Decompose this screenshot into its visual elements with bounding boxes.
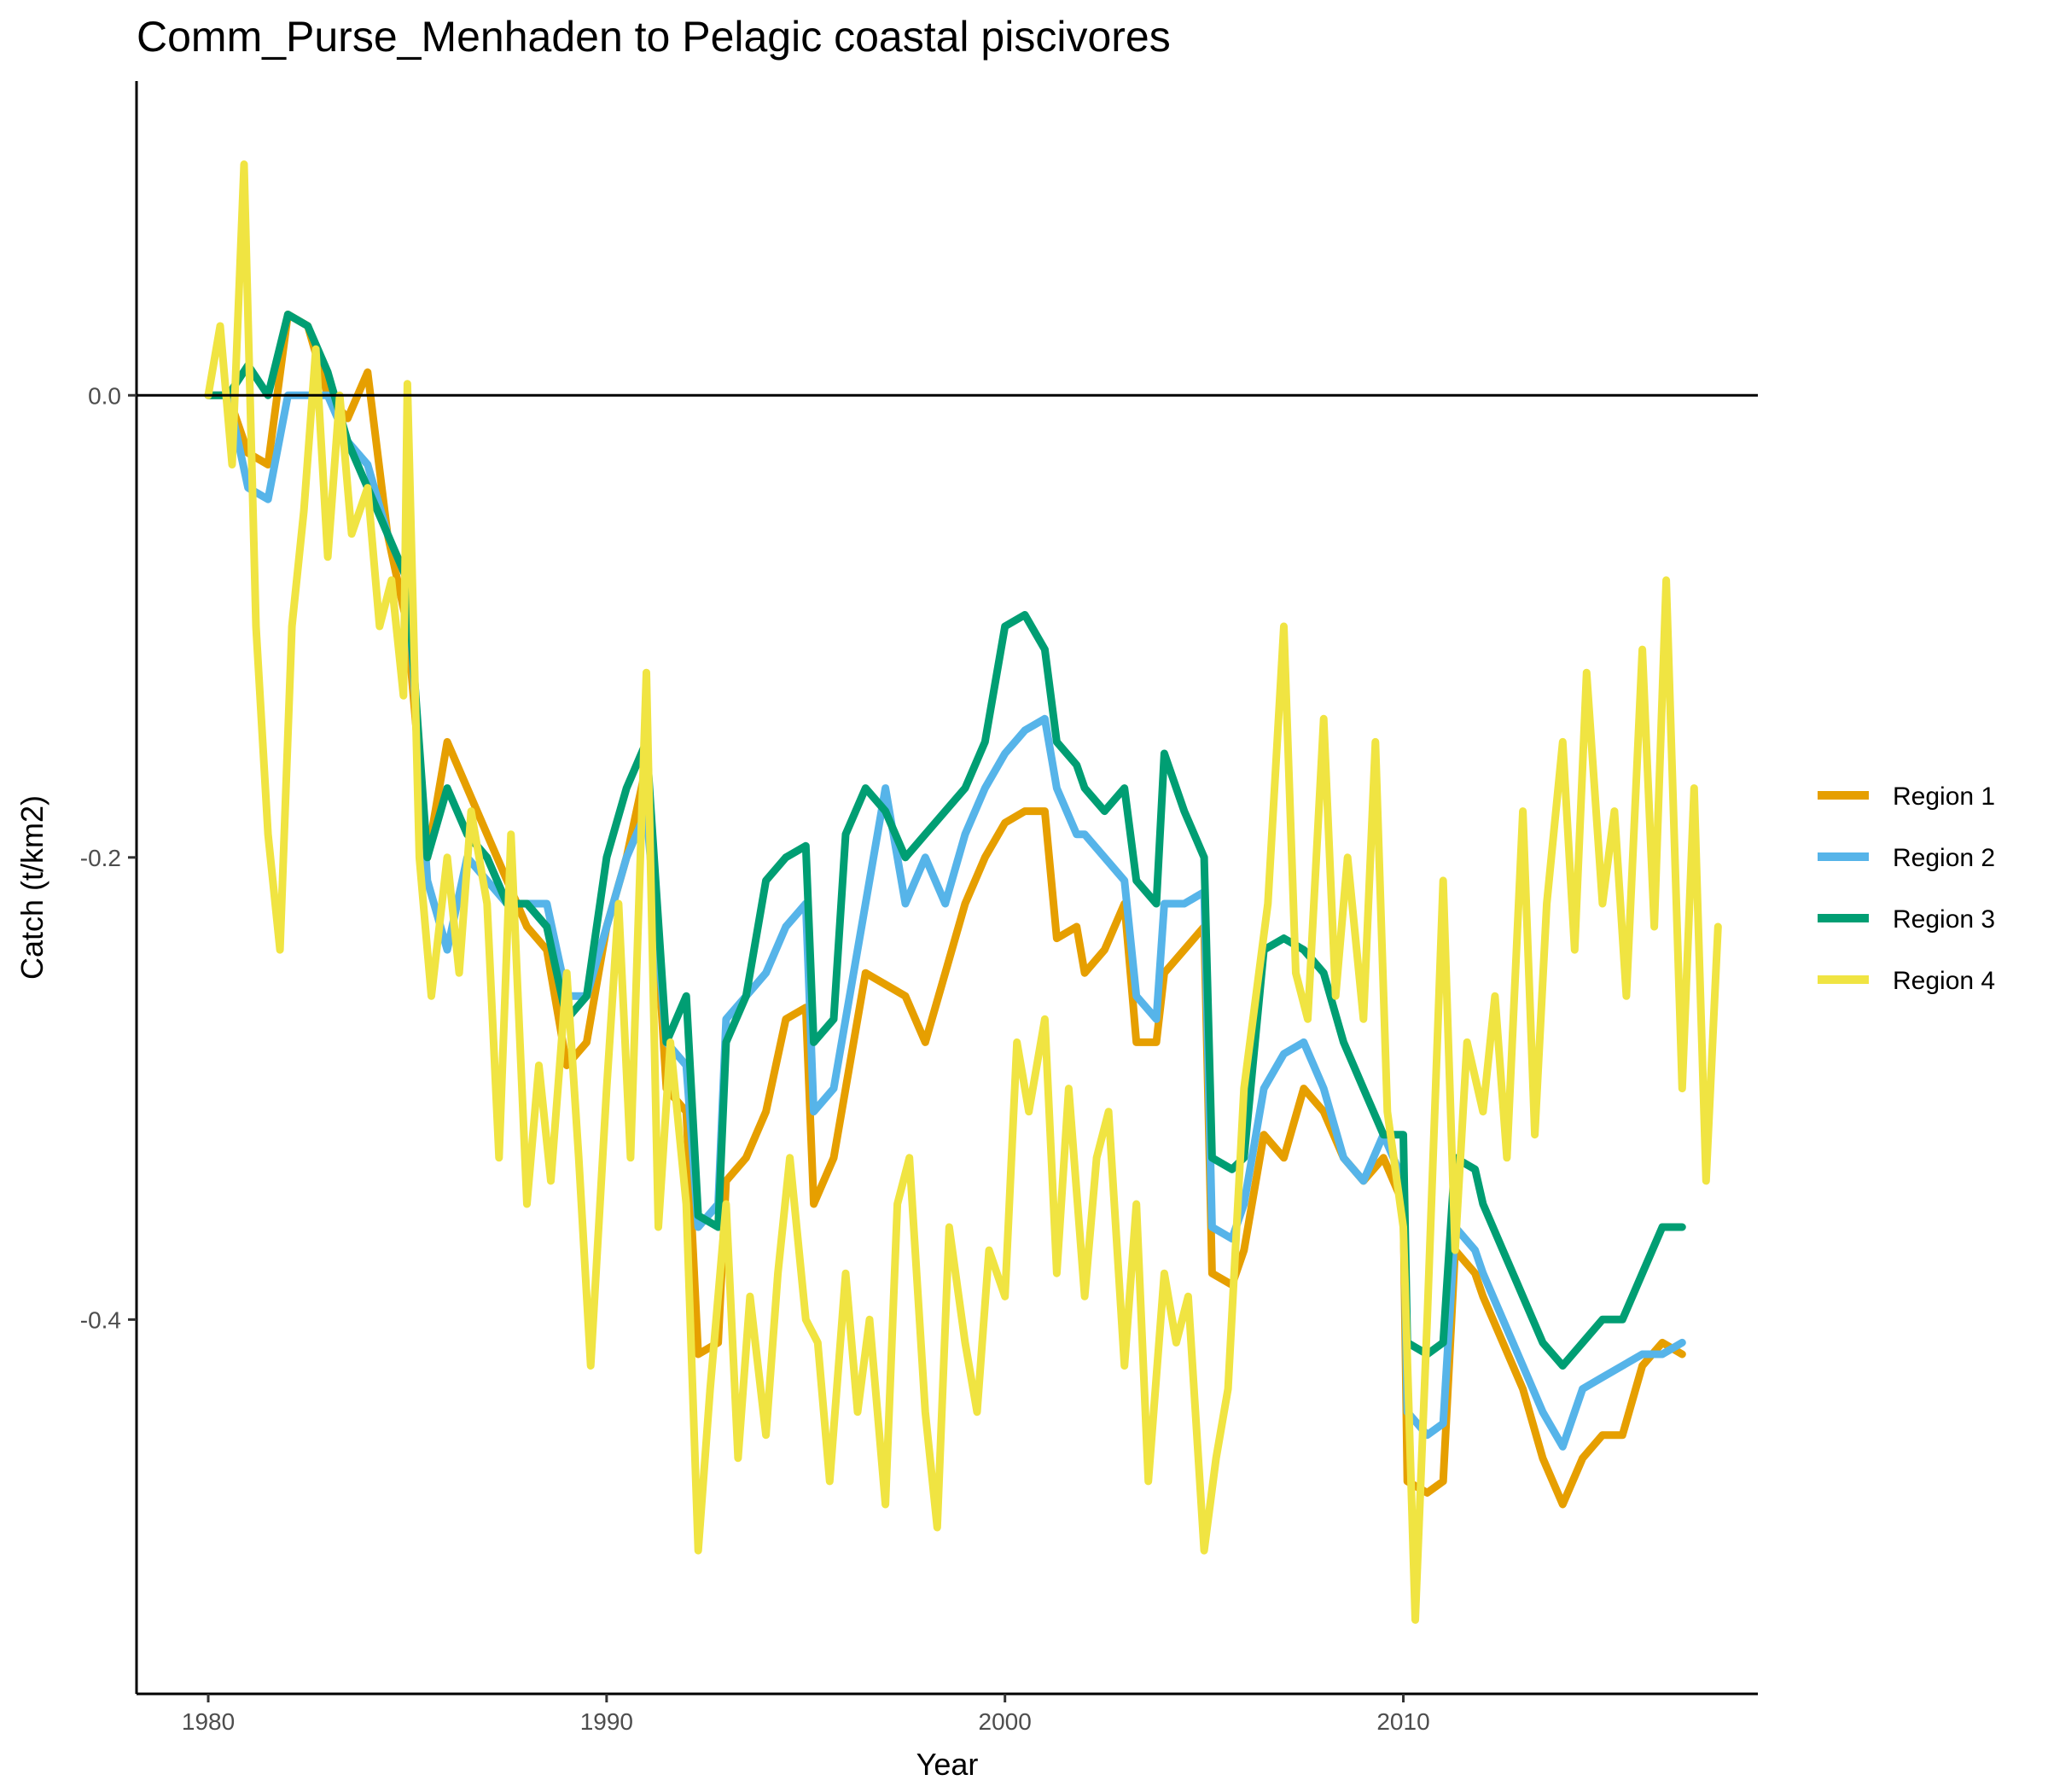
chart-title: Comm_Purse_Menhaden to Pelagic coastal p… — [137, 13, 1171, 61]
y-axis-title: Catch (t/km2) — [15, 795, 49, 980]
series-line-region-1 — [204, 311, 1686, 1509]
x-tick-label: 1990 — [580, 1708, 633, 1735]
legend-label-region-2: Region 2 — [1893, 844, 1995, 872]
y-tick-label: 0.0 — [88, 382, 121, 409]
x-axis-title: Year — [916, 1747, 979, 1782]
y-tick-label: -0.4 — [80, 1306, 121, 1333]
series-layer — [204, 160, 1722, 1624]
x-tick-label: 2000 — [979, 1708, 1032, 1735]
legend-label-region-4: Region 4 — [1893, 967, 1995, 995]
x-axis-ticks: 1980 1990 2000 2010 — [182, 1694, 1430, 1735]
legend-label-region-1: Region 1 — [1893, 783, 1995, 811]
x-tick-label: 2010 — [1376, 1708, 1429, 1735]
legend-label-region-3: Region 3 — [1893, 905, 1995, 934]
y-axis-ticks: 0.0 -0.2 -0.4 — [80, 382, 137, 1333]
series-line-region-4 — [204, 160, 1722, 1624]
y-tick-label: -0.2 — [80, 845, 121, 871]
series-line-region-2 — [204, 391, 1686, 1451]
legend: Region 1 Region 2 Region 3 Region 4 — [1818, 783, 1995, 995]
x-tick-label: 1980 — [182, 1708, 235, 1735]
